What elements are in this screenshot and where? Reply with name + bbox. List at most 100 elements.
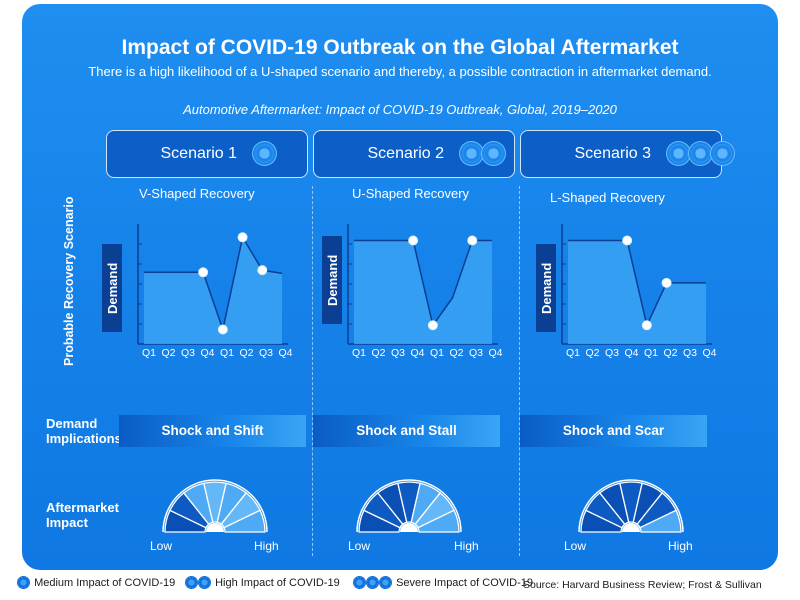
- demand-area: [354, 240, 492, 344]
- recovery-scenario-axis-label: Probable Recovery Scenario: [62, 196, 76, 366]
- scenario-3-virus-icons: [669, 144, 735, 168]
- virus-icon: [462, 144, 481, 163]
- virus-icon: [713, 144, 732, 163]
- chart-2-ylabel: Demand: [325, 254, 340, 306]
- implication-2: Shock and Stall: [313, 415, 500, 447]
- demand-line: [144, 235, 283, 333]
- x-tick-label: Q3: [181, 347, 196, 359]
- demand-area: [568, 240, 706, 344]
- x-tick-label: Q3: [683, 347, 698, 359]
- impact-gauge-3: [578, 479, 684, 533]
- source-note: Source: Harvard Business Review; Frost &…: [523, 579, 762, 591]
- gauge-hub: [206, 523, 224, 532]
- gauge-rim: [578, 479, 684, 533]
- chart-3-x-ticks: Q1 Q2 Q3 Q4 Q1 Q2 Q3 Q4: [566, 347, 722, 359]
- data-point: [257, 265, 268, 276]
- chart-1-x-ticks: Q1 Q2 Q3 Q4 Q1 Q2 Q3 Q4: [142, 347, 298, 359]
- legend-medium-icons: [18, 577, 31, 589]
- x-tick-label: Q1: [142, 347, 157, 359]
- gauge-hub: [400, 523, 418, 532]
- chart-3-ylabel: Demand: [539, 262, 554, 314]
- virus-icon: [186, 577, 197, 588]
- scenario-2-header: Scenario 2: [313, 130, 515, 178]
- implication-3: Shock and Scar: [520, 415, 707, 447]
- virus-icon: [367, 577, 378, 588]
- x-tick-label: Q2: [585, 347, 600, 359]
- gauge-segment: [639, 509, 682, 533]
- impact-gauge-2: [356, 479, 462, 533]
- x-tick-label: Q4: [410, 347, 425, 359]
- scenario-1-virus-icons: [255, 144, 277, 168]
- data-point: [467, 235, 478, 246]
- page-title: Impact of COVID-19 Outbreak on the Globa…: [121, 36, 679, 59]
- virus-icon: [669, 144, 688, 163]
- x-tick-label: Q2: [663, 347, 678, 359]
- x-tick-label: Q3: [391, 347, 406, 359]
- data-point: [237, 232, 248, 243]
- virus-icon: [484, 144, 503, 163]
- virus-icon: [18, 577, 29, 588]
- gauge-rim: [162, 479, 268, 533]
- legend-severe-label: Severe Impact of COVID-19: [396, 577, 534, 589]
- virus-icon: [380, 577, 391, 588]
- x-tick-label: Q1: [220, 347, 235, 359]
- x-tick-label: Q3: [605, 347, 620, 359]
- demand-area: [144, 237, 282, 344]
- chart-3-demand-label-box: Demand: [536, 244, 556, 332]
- gauge-3-low: Low: [564, 539, 587, 553]
- scenario-3-header: Scenario 3: [520, 130, 732, 178]
- x-tick-label: Q1: [566, 347, 581, 359]
- impact-gauge-1: [162, 479, 268, 533]
- data-point: [198, 267, 209, 278]
- scenario-2-virus-icons: [462, 144, 506, 168]
- chart-2-demand-label-box: Demand: [322, 236, 342, 324]
- data-point: [622, 235, 633, 246]
- x-tick-label: Q4: [200, 347, 215, 359]
- x-tick-label: Q4: [488, 347, 503, 359]
- infographic-panel: Impact of COVID-19 Outbreak on the Globa…: [22, 4, 778, 570]
- scenario-1-header: Scenario 1: [106, 130, 308, 178]
- x-tick-label: Q1: [430, 347, 445, 359]
- virus-icon: [691, 144, 710, 163]
- column-separator: [519, 186, 520, 556]
- gauge-segment: [223, 509, 266, 533]
- demand-implications-label: Demand Implications: [46, 416, 122, 446]
- data-point: [217, 324, 228, 335]
- demand-implications-line-1: Demand: [46, 416, 98, 431]
- x-tick-label: Q3: [469, 347, 484, 359]
- legend-high-label: High Impact of COVID-19: [215, 577, 340, 589]
- chart-1-ylabel: Demand: [105, 262, 120, 314]
- implication-1: Shock and Shift: [119, 415, 306, 447]
- x-tick-label: Q2: [449, 347, 464, 359]
- gauge-hub: [622, 523, 640, 532]
- chart-title: Automotive Aftermarket: Impact of COVID-…: [183, 102, 617, 117]
- virus-icon: [354, 577, 365, 588]
- x-tick-label: Q2: [161, 347, 176, 359]
- page-subtitle: There is a high likelihood of a U-shaped…: [88, 64, 712, 79]
- chart-2-x-ticks: Q1 Q2 Q3 Q4 Q1 Q2 Q3 Q4: [352, 347, 508, 359]
- data-point: [427, 320, 438, 331]
- column-separator: [312, 186, 313, 556]
- chart-1-title: V-Shaped Recovery: [139, 186, 255, 201]
- x-tick-label: Q2: [371, 347, 386, 359]
- demand-line: [568, 239, 706, 328]
- data-point: [661, 277, 672, 288]
- x-tick-label: Q2: [239, 347, 254, 359]
- x-tick-label: Q4: [702, 347, 717, 359]
- demand-line: [354, 239, 492, 328]
- chart-1-svg: [137, 224, 288, 345]
- x-tick-label: Q1: [352, 347, 367, 359]
- chart-1-demand-label-box: Demand: [102, 244, 122, 332]
- chart-3-title: L-Shaped Recovery: [550, 190, 665, 205]
- aftermarket-impact-label: Aftermarket Impact: [46, 500, 119, 530]
- virus-icon: [199, 577, 210, 588]
- data-point: [408, 235, 419, 246]
- aftermarket-impact-line-2: Impact: [46, 515, 88, 530]
- legend-item-high: High Impact of COVID-19: [186, 577, 340, 589]
- x-tick-label: Q4: [278, 347, 293, 359]
- x-tick-label: Q3: [259, 347, 274, 359]
- legend-item-medium: Medium Impact of COVID-19: [18, 577, 175, 589]
- legend-medium-label: Medium Impact of COVID-19: [34, 577, 176, 589]
- x-tick-label: Q1: [644, 347, 659, 359]
- gauge-segment: [417, 509, 460, 533]
